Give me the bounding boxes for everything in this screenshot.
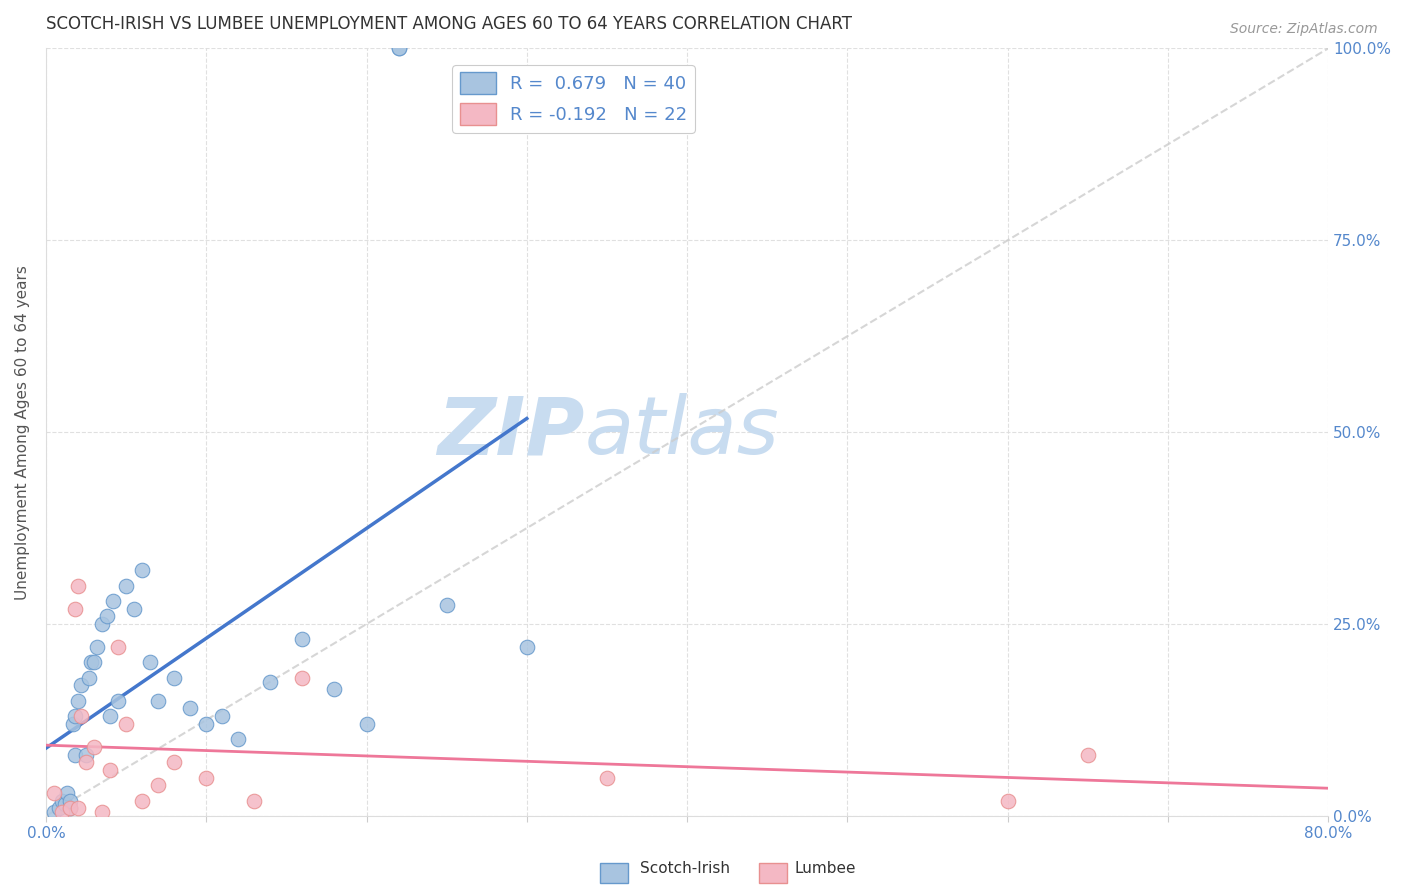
Point — [86, 640, 108, 654]
Point — [516, 640, 538, 654]
Text: Lumbee: Lumbee — [794, 861, 856, 876]
Point — [83, 739, 105, 754]
Point — [387, 41, 409, 55]
Point — [997, 793, 1019, 807]
Point — [226, 732, 249, 747]
Point — [66, 694, 89, 708]
Point — [66, 801, 89, 815]
Point — [63, 709, 86, 723]
Text: atlas: atlas — [585, 393, 779, 471]
Point — [75, 747, 97, 762]
Point — [59, 801, 82, 815]
Point — [179, 701, 201, 715]
Point — [291, 671, 314, 685]
Point — [63, 747, 86, 762]
Point — [98, 709, 121, 723]
Point — [107, 640, 129, 654]
Point — [91, 617, 114, 632]
Point — [53, 797, 76, 812]
Text: Source: ZipAtlas.com: Source: ZipAtlas.com — [1230, 22, 1378, 37]
Point — [195, 716, 218, 731]
Point — [51, 793, 73, 807]
Text: ZIP: ZIP — [437, 393, 585, 471]
Point — [195, 771, 218, 785]
Point — [77, 671, 100, 685]
Point — [63, 601, 86, 615]
Point — [48, 801, 70, 815]
Point — [596, 771, 619, 785]
Point — [122, 601, 145, 615]
Point — [98, 763, 121, 777]
Point — [131, 793, 153, 807]
Point — [243, 793, 266, 807]
Point — [1077, 747, 1099, 762]
Point — [96, 609, 118, 624]
Point — [291, 632, 314, 647]
Text: SCOTCH-IRISH VS LUMBEE UNEMPLOYMENT AMONG AGES 60 TO 64 YEARS CORRELATION CHART: SCOTCH-IRISH VS LUMBEE UNEMPLOYMENT AMON… — [46, 15, 852, 33]
Point — [163, 671, 186, 685]
Legend: R =  0.679   N = 40, R = -0.192   N = 22: R = 0.679 N = 40, R = -0.192 N = 22 — [453, 65, 695, 133]
Point — [387, 41, 409, 55]
Point — [59, 801, 82, 815]
Point — [91, 805, 114, 819]
Point — [356, 716, 378, 731]
Point — [146, 694, 169, 708]
Point — [436, 598, 458, 612]
Point — [163, 755, 186, 769]
Point — [103, 594, 125, 608]
Point — [83, 656, 105, 670]
Point — [146, 778, 169, 792]
Point — [80, 656, 103, 670]
Point — [211, 709, 233, 723]
Point — [66, 579, 89, 593]
Point — [115, 579, 138, 593]
Text: Scotch-Irish: Scotch-Irish — [640, 861, 730, 876]
Point — [51, 805, 73, 819]
Point — [259, 674, 281, 689]
Point — [59, 793, 82, 807]
Point — [139, 656, 162, 670]
Point — [107, 694, 129, 708]
Point — [42, 786, 65, 800]
Point — [131, 563, 153, 577]
Point — [62, 716, 84, 731]
Point — [115, 716, 138, 731]
Point — [70, 709, 93, 723]
Point — [70, 678, 93, 692]
Point — [75, 755, 97, 769]
Point — [323, 682, 346, 697]
Y-axis label: Unemployment Among Ages 60 to 64 years: Unemployment Among Ages 60 to 64 years — [15, 265, 30, 599]
Point — [42, 805, 65, 819]
Point — [56, 786, 79, 800]
